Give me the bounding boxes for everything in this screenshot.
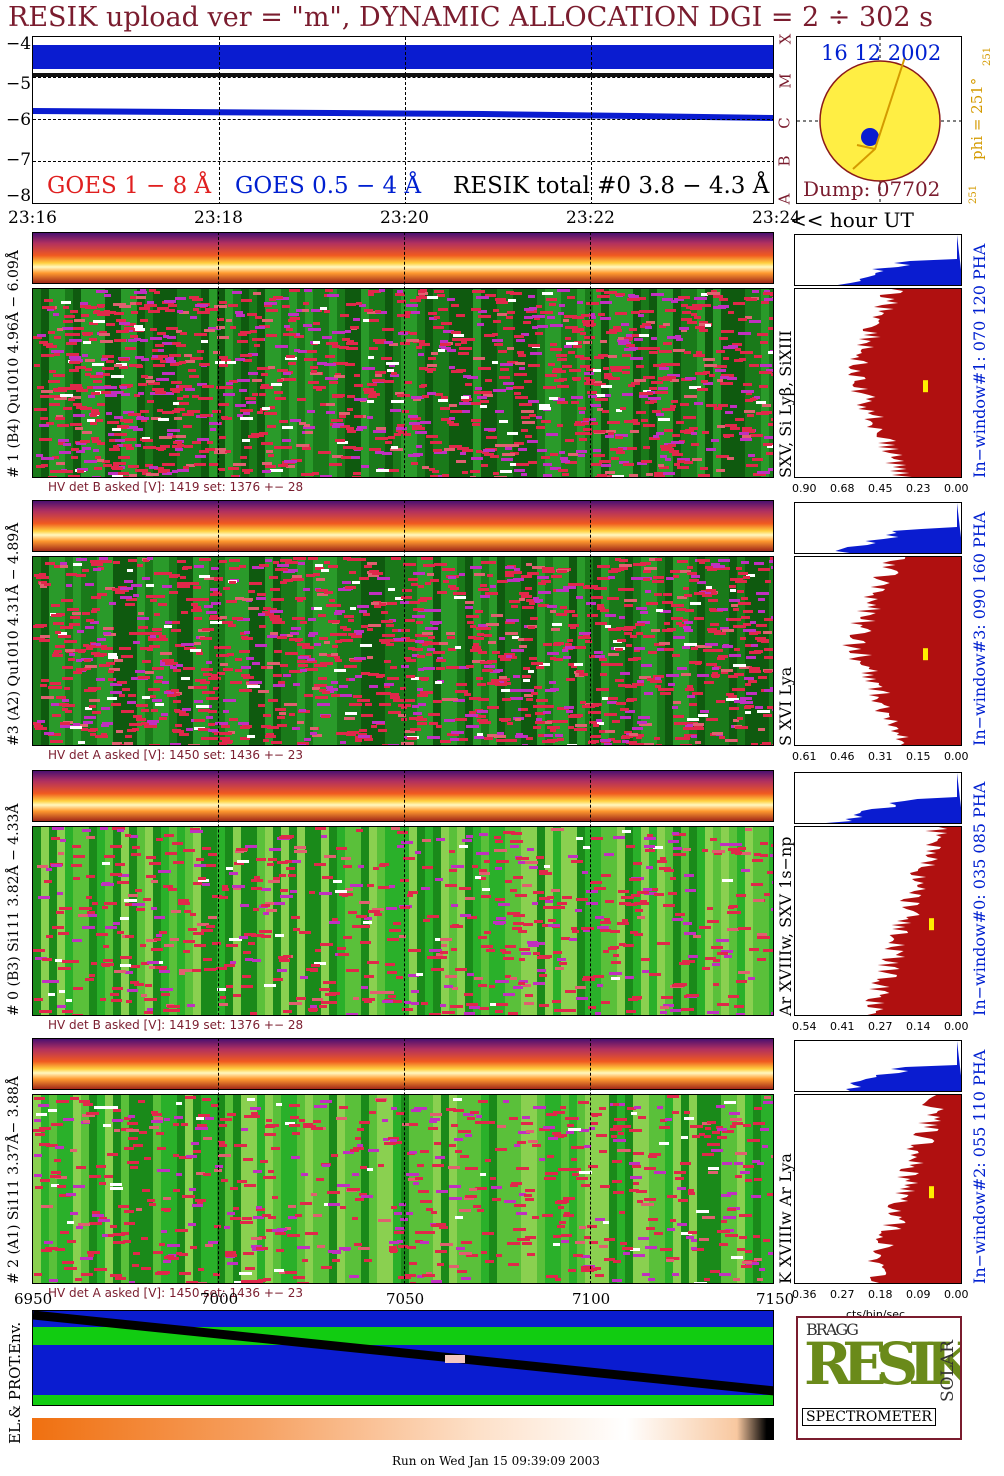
hist-tick: 0.31 <box>868 750 893 763</box>
sun-panel: 16 12 2002 Dump: 07702 <box>796 36 962 204</box>
class-label: M <box>776 73 795 89</box>
sun-diagram <box>797 37 961 203</box>
window-label: In−window#1: 070 120 PHA <box>970 243 989 478</box>
pha-tick: 7050 <box>386 1290 425 1308</box>
hist-tick: 0.68 <box>830 482 855 495</box>
histogram-small <box>794 234 962 286</box>
pha-tick: 7150 <box>756 1290 795 1308</box>
channel-side-label: # 1 (B4) Qu1010 4.96Å − 6.09Å <box>6 250 22 478</box>
phi-small: 251 <box>982 46 993 66</box>
time-tick: 23:16 <box>8 208 57 228</box>
hv-readout: HV det A asked [V]: 1450 set: 1436 +− 23 <box>48 1286 304 1300</box>
hist-tick: 0.00 <box>944 1020 969 1033</box>
env-trend-line <box>33 1311 773 1396</box>
histogram-main <box>794 1094 962 1284</box>
hist-tick: 0.15 <box>906 750 931 763</box>
hist-tick: 0.90 <box>792 482 817 495</box>
spectrum-strip <box>32 1038 774 1090</box>
hist-tick: 0.27 <box>868 1020 893 1033</box>
hist-tick: 0.18 <box>868 1288 893 1301</box>
hist-tick: 0.23 <box>906 482 931 495</box>
spectrum-strip <box>32 232 774 284</box>
goes-lower-curve <box>33 108 773 121</box>
line-label: SXV, Si Lyβ, SiXIII <box>776 330 795 478</box>
page-title: RESIK upload ver = "m", DYNAMIC ALLOCATI… <box>8 2 933 33</box>
pha-tick: 7100 <box>572 1290 611 1308</box>
hist-tick: 0.41 <box>830 1020 855 1033</box>
env-panel <box>32 1310 774 1406</box>
histogram-main <box>794 826 962 1016</box>
sun-date: 16 12 2002 <box>821 41 942 65</box>
logo-letters: RESIK <box>804 1330 962 1398</box>
window-label: In−window#3: 090 160 PHA <box>970 511 989 746</box>
hv-readout: HV det B asked [V]: 1419 set: 1376 +− 28 <box>48 480 304 494</box>
goes-ytick: −4 <box>6 34 32 54</box>
pha-tick: 7000 <box>200 1290 239 1308</box>
hv-readout: HV det A asked [V]: 1450 set: 1436 +− 23 <box>48 748 304 762</box>
hist-tick: 0.61 <box>792 750 817 763</box>
hist-tick: 0.54 <box>792 1020 817 1033</box>
spectrum-heatmap <box>32 1094 774 1284</box>
pha-tick: 6950 <box>14 1290 53 1308</box>
window-label: In−window#0: 035 085 PHA <box>970 781 989 1016</box>
class-label: X <box>776 33 795 45</box>
goes-ytick: −6 <box>6 110 32 130</box>
channel-side-label: # 0 (B3) Si111 3.82Å − 4.33Å <box>6 803 22 1016</box>
phi-label: phi = 251° <box>968 77 986 160</box>
class-label: B <box>775 155 794 167</box>
spectrum-strip <box>32 500 774 552</box>
logo-caption: SPECTROMETER <box>802 1408 936 1426</box>
histogram-small <box>794 502 962 554</box>
spectrum-strip <box>32 770 774 822</box>
goes-ytick: −5 <box>6 74 32 94</box>
line-label: S XVI Lya <box>776 666 795 746</box>
resik-logo: BRAGG RESIK SOLAR SPECTROMETER <box>796 1316 962 1440</box>
class-label: C <box>775 117 794 129</box>
window-label: In−window#2: 055 110 PHA <box>970 1049 989 1284</box>
hist-tick: 0.09 <box>906 1288 931 1301</box>
histogram-main <box>794 288 962 478</box>
logo-bragg: BRAGG <box>806 1320 859 1339</box>
channel-side-label: # 2 (A1) Si111 3.37Å− 3.88Å <box>6 1076 22 1284</box>
line-label: K XVIIIw Ar Lya <box>776 1153 795 1284</box>
env-strip <box>32 1418 774 1440</box>
time-unit: << hour UT <box>790 208 914 232</box>
goes-black-line <box>33 73 773 77</box>
class-label: A <box>775 193 794 205</box>
histogram-main <box>794 556 962 746</box>
spectrum-heatmap <box>32 556 774 746</box>
hist-tick: 0.00 <box>944 1288 969 1301</box>
legend-goes1: GOES 1 − 8 Å <box>47 173 212 199</box>
time-tick: 23:20 <box>380 208 429 228</box>
histogram-small <box>794 1040 962 1092</box>
goes-panel: GOES 1 − 8 Å GOES 0.5 − 4 Å RESIK total … <box>32 36 774 204</box>
sun-dump: Dump: 07702 <box>803 177 941 201</box>
spectrum-heatmap <box>32 288 774 478</box>
spectrum-heatmap <box>32 826 774 1016</box>
goes-ytick: −7 <box>6 150 32 170</box>
hist-tick: 0.14 <box>906 1020 931 1033</box>
phi-bottom: 251 <box>968 184 979 204</box>
goes-upper-band <box>33 45 773 69</box>
hist-tick: 0.00 <box>944 482 969 495</box>
hist-tick: 0.36 <box>792 1288 817 1301</box>
hist-tick: 0.46 <box>830 750 855 763</box>
line-label: Ar XVIIIw, SXV 1s−np <box>776 836 795 1017</box>
time-tick: 23:18 <box>194 208 243 228</box>
footer-text: Run on Wed Jan 15 09:39:09 2003 <box>392 1454 600 1468</box>
channel-side-label: #3 (A2) Qu1010 4.31Å − 4.89Å <box>6 522 22 746</box>
time-tick: 23:22 <box>566 208 615 228</box>
histogram-small <box>794 772 962 824</box>
logo-solar: SOLAR <box>938 1340 958 1402</box>
goes-ytick: −8 <box>6 186 32 206</box>
hist-tick: 0.45 <box>868 482 893 495</box>
hist-tick: 0.27 <box>830 1288 855 1301</box>
legend-goes2: GOES 0.5 − 4 Å <box>235 173 422 199</box>
hist-tick: 0.00 <box>944 750 969 763</box>
hv-readout: HV det B asked [V]: 1419 set: 1376 +− 28 <box>48 1018 304 1032</box>
legend-resik: RESIK total #0 3.8 − 4.3 Å <box>453 173 770 199</box>
env-label: EL.& PROT.Env. <box>6 1321 24 1444</box>
time-tick: 23:24 <box>752 208 801 228</box>
